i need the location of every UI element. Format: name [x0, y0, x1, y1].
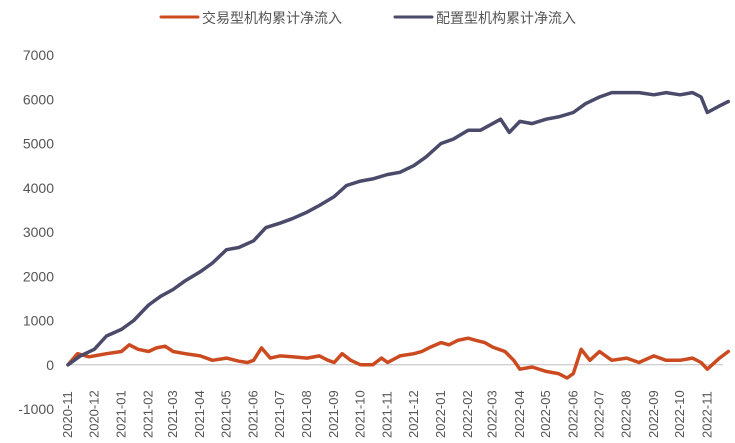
y-tick-label: 6000 [23, 91, 54, 107]
y-tick-label: 2000 [23, 268, 54, 284]
y-tick-label: 1000 [23, 313, 54, 329]
x-tick-label: 2022-09 [646, 390, 661, 438]
y-axis: -1000 0 1000 2000 3000 4000 5000 6000 7000 [18, 47, 54, 417]
x-tick-label: 2022-04 [512, 390, 527, 438]
x-tick-label: 2022-08 [619, 390, 634, 438]
x-tick-label: 2022-06 [565, 390, 580, 438]
legend-item: 交易型机构累计净流入 [159, 10, 342, 26]
x-tick-label: 2021-05 [219, 390, 234, 438]
x-tick-label: 2021-04 [192, 390, 207, 438]
x-tick-label: 2021-10 [352, 390, 367, 438]
x-tick-label: 2022-02 [460, 390, 475, 438]
x-tick-label: 2020-12 [86, 390, 101, 438]
plot-area [66, 90, 731, 380]
x-tick-label: 2021-01 [113, 390, 128, 438]
x-tick-label: 2022-10 [672, 390, 687, 438]
series-line-0 [66, 336, 731, 380]
y-tick-label: 3000 [23, 224, 54, 240]
legend-label: 配置型机构累计净流入 [436, 10, 576, 26]
y-tick-label: 5000 [23, 136, 54, 152]
legend: 交易型机构累计净流入 配置型机构累计净流入 [159, 10, 576, 26]
legend-item: 配置型机构累计净流入 [393, 10, 576, 26]
y-tick-label: 7000 [23, 47, 54, 63]
x-tick-label: 2021-03 [165, 390, 180, 438]
x-tick-label: 2021-02 [141, 390, 156, 438]
x-tick-label: 2022-05 [538, 390, 553, 438]
x-tick-label: 2021-09 [326, 390, 341, 438]
y-tick-label: 0 [46, 357, 54, 373]
x-tick-label: 2022-11 [699, 391, 714, 438]
x-tick-label: 2022-01 [433, 390, 448, 438]
x-tick-label: 2022-03 [485, 390, 500, 438]
x-tick-label: 2022-07 [592, 390, 607, 438]
x-tick-label: 2021-12 [406, 390, 421, 438]
legend-label: 交易型机构累计净流入 [202, 10, 342, 26]
y-tick-label: -1000 [18, 401, 54, 417]
x-tick-label: 2020-11 [60, 391, 75, 438]
y-tick-label: 4000 [23, 180, 54, 196]
x-tick-label: 2021-08 [299, 390, 314, 438]
x-tick-label: 2021-11 [380, 391, 395, 438]
x-tick-label: 2021-06 [246, 390, 261, 438]
series-line-1 [66, 90, 731, 367]
x-axis: 2020-11 2020-12 2021-01 2021-02 2021-03 2021-… [60, 364, 723, 438]
x-tick-label: 2021-07 [272, 390, 287, 438]
